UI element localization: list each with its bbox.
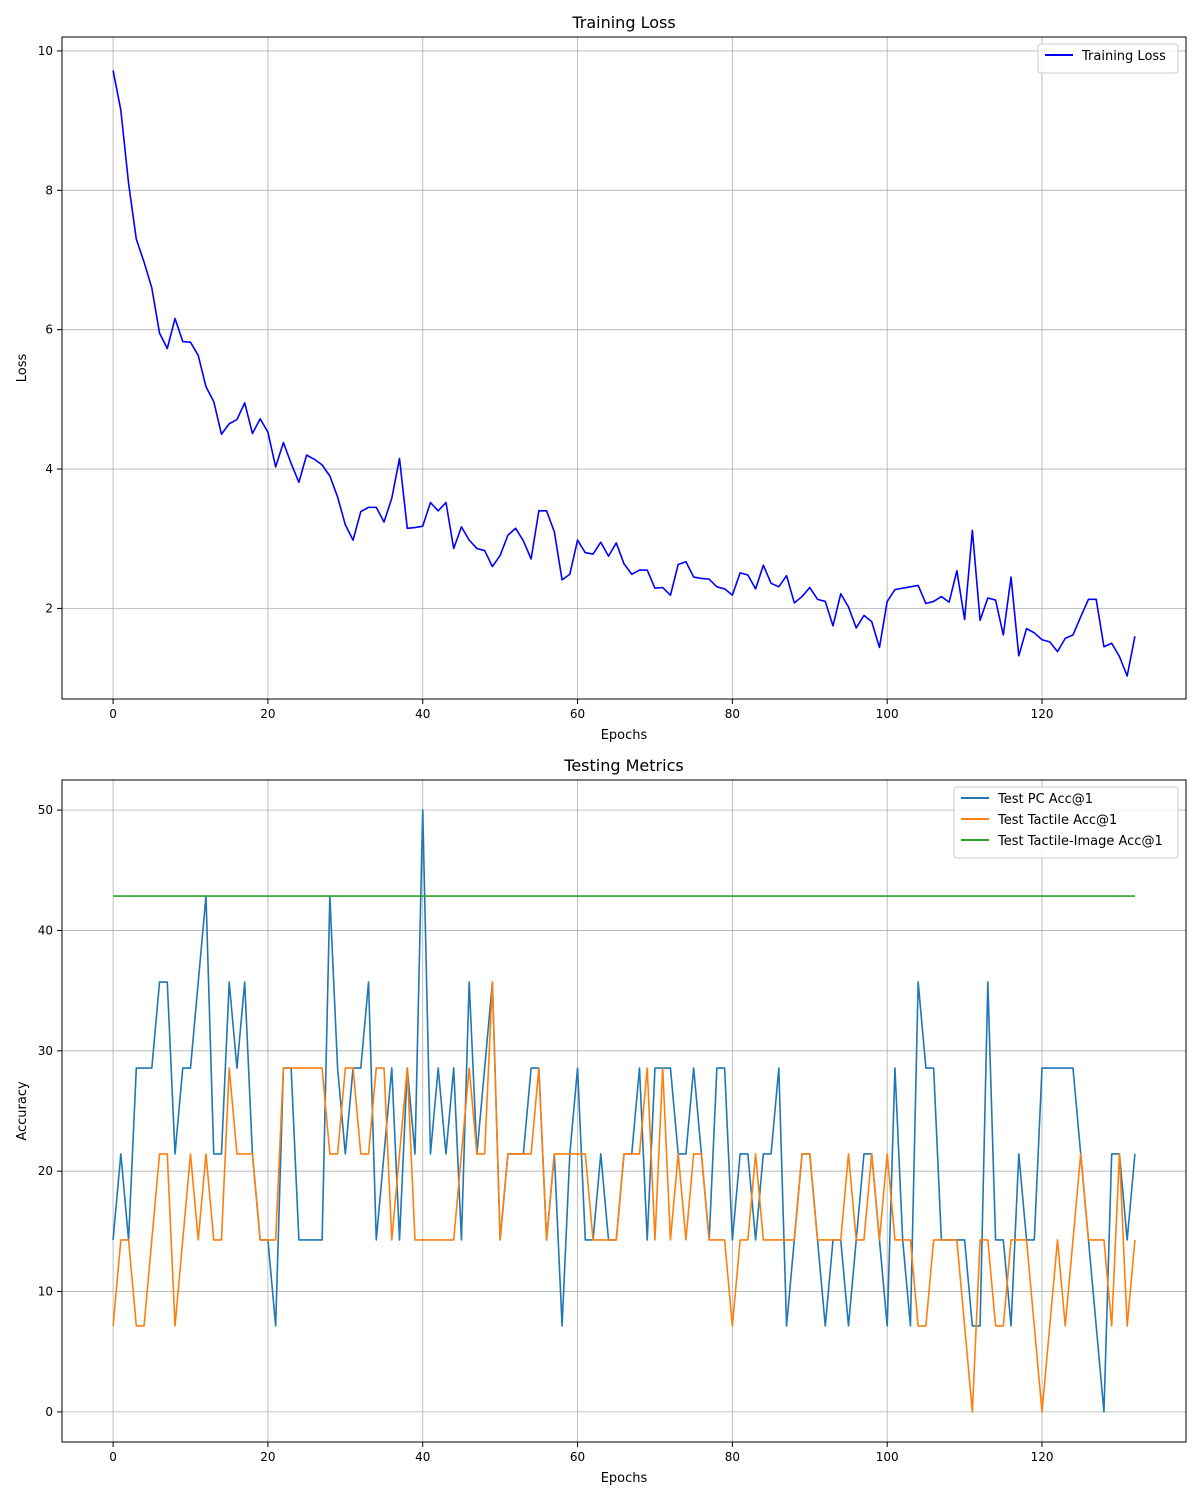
x-tick-label: 80 bbox=[725, 1450, 740, 1464]
x-tick-label: 60 bbox=[570, 707, 585, 721]
y-tick-label: 50 bbox=[38, 803, 53, 817]
legend-entry: Test Tactile-Image Acc@1 bbox=[997, 834, 1163, 849]
legend-entry: Test Tactile Acc@1 bbox=[997, 813, 1117, 828]
y-tick-label: 0 bbox=[45, 1405, 53, 1419]
legend-box bbox=[1037, 43, 1179, 74]
training-loss-chart: 0 20 40 60 80 100 120 2 4 6 8 10 Training Loss Epochs… bbox=[15, 13, 1187, 743]
x-tick-label: 120 bbox=[1031, 707, 1054, 721]
x-tick-label: 40 bbox=[415, 707, 430, 721]
legend: Test PC Acc@1 Test Tactile Acc@1 Test Tact… bbox=[953, 786, 1179, 859]
x-tick-label: 20 bbox=[260, 1450, 275, 1464]
legend-entry: Test PC Acc@1 bbox=[997, 792, 1093, 807]
y-axis-label: Accuracy bbox=[15, 1081, 30, 1141]
y-tick-label: 2 bbox=[45, 601, 53, 615]
axes-frame bbox=[61, 779, 1187, 1443]
chart-title: Training Loss bbox=[571, 13, 675, 32]
x-tick-label: 120 bbox=[1031, 1450, 1054, 1464]
testing-metrics-chart: 0 20 40 60 80 100 120 0 10 20 30 40 50 Testing Metric… bbox=[15, 756, 1187, 1486]
chart-title: Testing Metrics bbox=[563, 756, 683, 775]
y-tick-label: 30 bbox=[38, 1044, 53, 1058]
x-tick-label: 60 bbox=[570, 1450, 585, 1464]
axes-frame bbox=[61, 36, 1187, 700]
x-tick-label: 100 bbox=[876, 1450, 899, 1464]
x-tick-label: 0 bbox=[109, 707, 117, 721]
y-tick-label: 4 bbox=[45, 462, 53, 476]
y-tick-label: 6 bbox=[45, 323, 53, 337]
y-tick-label: 20 bbox=[38, 1164, 53, 1178]
y-axis-label: Loss bbox=[15, 354, 30, 383]
y-tick-label: 40 bbox=[38, 923, 53, 937]
x-tick-label: 40 bbox=[415, 1450, 430, 1464]
legend: Training Loss bbox=[1037, 43, 1179, 74]
legend-box bbox=[953, 786, 1179, 859]
series-line-1 bbox=[112, 981, 1136, 1413]
x-axis-label: Epochs bbox=[601, 728, 648, 743]
x-tick-label: 80 bbox=[725, 707, 740, 721]
y-tick-label: 10 bbox=[38, 1285, 53, 1299]
legend-entry: Training Loss bbox=[1081, 49, 1166, 64]
x-tick-label: 20 bbox=[260, 707, 275, 721]
y-tick-label: 10 bbox=[38, 44, 53, 58]
x-tick-label: 0 bbox=[109, 1450, 117, 1464]
x-axis-label: Epochs bbox=[601, 1471, 648, 1486]
x-tick-label: 100 bbox=[876, 707, 899, 721]
y-tick-label: 8 bbox=[45, 183, 53, 197]
series-line-0 bbox=[112, 70, 1136, 677]
